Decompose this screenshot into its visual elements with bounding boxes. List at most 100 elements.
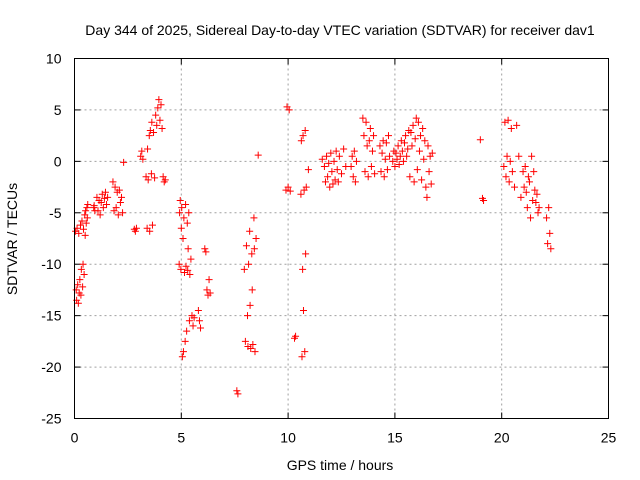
data-point [176, 196, 184, 204]
data-point [413, 166, 421, 174]
data-point [545, 204, 553, 212]
data-point [427, 180, 435, 188]
data-point [421, 137, 429, 145]
data-point [527, 214, 535, 222]
data-point [177, 224, 185, 232]
data-point [500, 163, 508, 170]
data-point [365, 137, 373, 145]
data-point [246, 227, 254, 235]
data-point [190, 314, 198, 322]
data-point [534, 209, 542, 217]
data-point [417, 132, 425, 140]
data-point [403, 152, 411, 160]
data-point [376, 142, 384, 150]
data-point [366, 124, 374, 132]
x-tick-label: 25 [601, 430, 617, 446]
data-point [94, 207, 102, 215]
data-point [153, 121, 161, 129]
data-point [528, 152, 536, 160]
data-point [299, 307, 307, 314]
data-point [182, 262, 190, 270]
data-point [183, 327, 191, 335]
data-point [83, 204, 91, 212]
data-point [505, 178, 513, 186]
data-point [364, 173, 372, 181]
data-point [72, 286, 80, 294]
data-point [247, 345, 255, 353]
data-point [389, 157, 397, 165]
data-point [392, 149, 400, 157]
data-point [246, 301, 254, 309]
data-point [150, 129, 158, 137]
data-point [302, 250, 310, 258]
data-point [329, 180, 337, 188]
data-point [284, 183, 292, 191]
data-point [504, 116, 512, 124]
data-point [476, 136, 484, 144]
data-point [318, 155, 326, 163]
data-point [393, 155, 401, 163]
data-point [245, 260, 253, 268]
data-point [543, 214, 551, 222]
data-point [347, 163, 355, 170]
data-point [381, 155, 389, 163]
data-point [368, 147, 376, 155]
data-point [425, 168, 433, 176]
data-point [181, 337, 189, 345]
data-point [419, 124, 427, 132]
data-point [175, 260, 183, 268]
x-tick-label: 0 [71, 430, 79, 446]
data-point [511, 183, 519, 191]
data-point [367, 163, 375, 170]
data-point [359, 114, 367, 122]
data-point [145, 132, 153, 140]
y-tick-label: 5 [54, 102, 62, 118]
data-point [184, 245, 192, 253]
data-point [114, 211, 122, 219]
data-point [304, 166, 312, 174]
data-point [161, 176, 169, 184]
data-point [412, 114, 420, 122]
data-point [384, 132, 392, 140]
data-point [547, 245, 555, 253]
data-point [103, 201, 111, 209]
data-point [99, 204, 107, 212]
data-point [187, 255, 195, 263]
data-point [79, 283, 87, 291]
x-tick-label: 15 [387, 430, 403, 446]
data-point [380, 173, 388, 181]
data-point [348, 152, 356, 160]
data-point [396, 152, 404, 160]
data-point [522, 188, 530, 196]
data-point [391, 163, 399, 170]
data-point [334, 178, 342, 186]
data-point [424, 142, 432, 150]
data-point [407, 129, 415, 137]
data-point [394, 142, 402, 150]
data-point [338, 170, 345, 178]
data-point [132, 224, 140, 232]
data-point [401, 139, 409, 147]
data-point [151, 174, 159, 182]
data-point [202, 248, 210, 256]
data-point [74, 281, 82, 289]
data-point [530, 168, 538, 176]
data-point [152, 111, 160, 119]
data-point [77, 265, 85, 273]
data-point [532, 199, 540, 206]
data-point [82, 207, 90, 215]
data-point [352, 157, 360, 165]
data-point [408, 142, 416, 150]
data-point [185, 209, 193, 217]
data-point [333, 166, 341, 174]
data-point [240, 265, 248, 273]
data-point [507, 124, 515, 132]
data-point [524, 173, 532, 181]
data-point [139, 155, 147, 163]
y-tick-label: 10 [46, 51, 62, 67]
x-tick-label: 10 [280, 430, 296, 446]
data-point [515, 152, 523, 160]
data-point [148, 221, 156, 229]
data-point [544, 240, 552, 248]
